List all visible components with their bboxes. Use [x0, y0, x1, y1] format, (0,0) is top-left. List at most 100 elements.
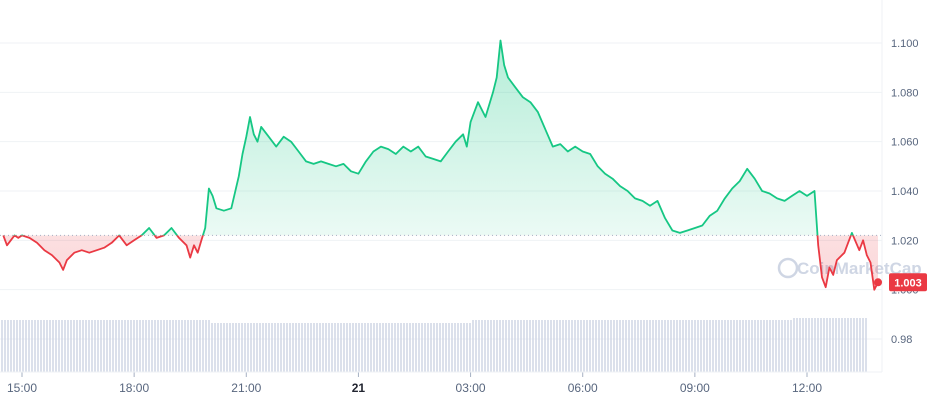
volume-bar: [289, 323, 291, 372]
volume-bar: [193, 320, 195, 372]
volume-bar: [232, 323, 234, 372]
y-tick-label: 1.060: [891, 137, 919, 149]
volume-bar: [469, 323, 471, 372]
volume-bar: [169, 320, 171, 372]
volume-bar: [583, 320, 585, 372]
volume-bar: [136, 320, 138, 372]
volume-bar: [181, 320, 183, 372]
grid-lines: [0, 0, 883, 372]
volume-bar: [247, 323, 249, 372]
volume-bar: [271, 323, 273, 372]
volume-bar: [448, 323, 450, 372]
volume-bar: [442, 323, 444, 372]
volume-bar: [151, 320, 153, 372]
volume-bar: [649, 320, 651, 372]
volume-bar: [532, 320, 534, 372]
volume-bar: [841, 318, 843, 372]
volume-bar: [586, 320, 588, 372]
volume-bar: [499, 320, 501, 372]
volume-bar: [379, 323, 381, 372]
volume-bar: [544, 320, 546, 372]
volume-bar: [712, 320, 714, 372]
volume-bar: [859, 318, 861, 372]
volume-bar: [865, 318, 867, 372]
price-area: [3, 40, 878, 290]
volume-bar: [157, 320, 159, 372]
y-tick-label: 0.98: [891, 334, 912, 346]
volume-bar: [292, 323, 294, 372]
volume-bar: [451, 323, 453, 372]
volume-bar: [676, 320, 678, 372]
volume-bar: [145, 320, 147, 372]
volume-bar: [751, 320, 753, 372]
volume-bar: [619, 320, 621, 372]
x-tick-label: 15:00: [7, 381, 37, 395]
volume-bar: [25, 320, 27, 372]
y-tick-label: 1.080: [891, 87, 919, 99]
volume-bar: [787, 320, 789, 372]
volume-bar: [205, 320, 207, 372]
volume-bar: [748, 320, 750, 372]
volume-bar: [268, 323, 270, 372]
volume-bar: [502, 320, 504, 372]
volume-bar: [415, 323, 417, 372]
volume-bar: [100, 320, 102, 372]
volume-bar: [667, 320, 669, 372]
volume-bar: [73, 320, 75, 372]
volume-bar: [334, 323, 336, 372]
volume-bar: [739, 320, 741, 372]
volume-bar: [814, 318, 816, 372]
volume-bar: [466, 323, 468, 372]
volume-bar: [121, 320, 123, 372]
volume-bar: [316, 323, 318, 372]
volume-bar: [817, 318, 819, 372]
volume-bar: [28, 320, 30, 372]
volume-bar: [358, 323, 360, 372]
volume-bar: [520, 320, 522, 372]
volume-bar: [154, 320, 156, 372]
y-tick-label: 1.100: [891, 38, 919, 50]
volume-bar: [784, 320, 786, 372]
volume-bar: [310, 323, 312, 372]
volume-bar: [727, 320, 729, 372]
volume-bar: [70, 320, 72, 372]
volume-bar: [355, 323, 357, 372]
current-price-dot[interactable]: [874, 278, 883, 287]
y-tick-label: 1.020: [891, 235, 919, 247]
volume-bar: [229, 323, 231, 372]
volume-bar: [781, 320, 783, 372]
volume-bar: [799, 318, 801, 372]
volume-bar: [589, 320, 591, 372]
volume-bar: [406, 323, 408, 372]
current-price-badge: 1.003: [889, 273, 927, 292]
volume-bar: [43, 320, 45, 372]
volume-bar: [823, 318, 825, 372]
x-tick-label: 21: [352, 381, 366, 395]
x-tick-label: 18:00: [119, 381, 149, 395]
volume-bar: [763, 320, 765, 372]
volume-bar: [283, 323, 285, 372]
volume-bar: [196, 320, 198, 372]
volume-bar: [337, 323, 339, 372]
volume-bar: [373, 323, 375, 372]
volume-bar: [628, 320, 630, 372]
volume-bar: [340, 323, 342, 372]
volume-bar: [691, 320, 693, 372]
volume-bar: [175, 320, 177, 372]
volume-bar: [148, 320, 150, 372]
volume-bar: [220, 323, 222, 372]
volume-bar: [457, 323, 459, 372]
volume-bar: [217, 323, 219, 372]
volume-bar: [703, 320, 705, 372]
volume-bar: [286, 323, 288, 372]
volume-bar: [253, 323, 255, 372]
volume-bar: [427, 323, 429, 372]
volume-bar: [775, 320, 777, 372]
volume-bar: [139, 320, 141, 372]
volume-bar: [124, 320, 126, 372]
volume-bar: [733, 320, 735, 372]
volume-bar: [820, 318, 822, 372]
volume-bar: [115, 320, 117, 372]
volume-bar: [349, 323, 351, 372]
volume-bar: [460, 323, 462, 372]
